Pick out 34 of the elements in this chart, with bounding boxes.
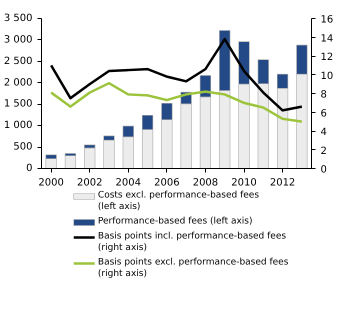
bar bbox=[46, 158, 57, 168]
legend-label: Costs excl. performance-based fees (left axis) bbox=[98, 190, 260, 212]
legend-label: Basis points incl. performance-based fees (right axis) bbox=[98, 232, 286, 253]
y2-tick-label: 16 bbox=[320, 14, 334, 26]
line-series bbox=[50, 82, 304, 123]
bar bbox=[103, 140, 115, 168]
x-tick-label: 2000 bbox=[38, 178, 64, 188]
x-tick-label: 2004 bbox=[116, 178, 142, 188]
line-series bbox=[50, 38, 304, 112]
y2-tick-label: 12 bbox=[320, 52, 334, 63]
bar bbox=[64, 155, 76, 168]
y-tick-label: 500 bbox=[13, 142, 33, 153]
y-tick-label: 1 000 bbox=[4, 120, 33, 132]
y-tick-label: 3 500 bbox=[4, 13, 33, 24]
x-tick-label: 2008 bbox=[192, 178, 218, 188]
y2-tick-label: 2 bbox=[320, 146, 327, 157]
y2-tick-label: 4 bbox=[320, 127, 327, 138]
legend-label: Basis points excl. performance-based fees (right axis) bbox=[98, 258, 289, 279]
x-tick-label: 2002 bbox=[76, 178, 102, 188]
y2-tick-label: 10 bbox=[320, 70, 334, 82]
y-tick-label: 3 000 bbox=[4, 34, 33, 46]
y2-tick-label: 0 bbox=[320, 164, 327, 176]
x-tick-label: 2006 bbox=[154, 178, 180, 188]
legend-label: Performance-based fees (left axis) bbox=[98, 216, 253, 226]
y2-tick-label: 6 bbox=[320, 108, 327, 120]
y-tick-label: 2 500 bbox=[4, 56, 33, 67]
x-tick-label: 2012 bbox=[270, 178, 296, 188]
bar bbox=[84, 148, 96, 168]
y-tick-label: 2 000 bbox=[4, 77, 33, 88]
x-tick-label: 2010 bbox=[231, 178, 257, 188]
y-tick-label: 1 500 bbox=[4, 98, 33, 110]
y2-tick-label: 14 bbox=[320, 33, 334, 44]
y-tick-label: 0 bbox=[26, 163, 33, 174]
y2-tick-label: 8 bbox=[320, 90, 327, 100]
